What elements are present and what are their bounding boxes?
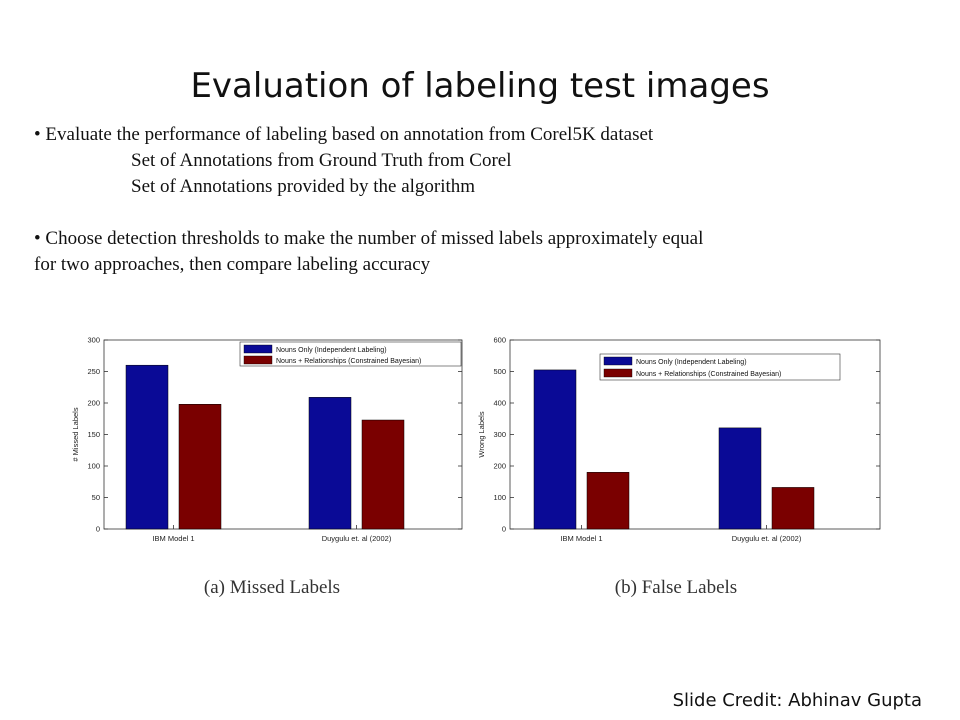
legend: Nouns Only (Independent Labeling) Nouns +… — [239, 341, 462, 367]
x-tick-label: Duygulu et. al (2002) — [732, 534, 802, 543]
spacer — [34, 200, 934, 226]
bullet-thresholds-line1: • Choose detection thresholds to make th… — [34, 228, 704, 249]
bar-nouns-relationships — [586, 472, 630, 530]
y-tick-label: 0 — [96, 525, 100, 534]
y-tick-label: 200 — [87, 399, 100, 408]
y-tick-label: 300 — [87, 336, 100, 345]
charts-svg: 0 50 100 150 200 250 300 # Missed Labels IBM Mod… — [71, 336, 881, 598]
sub-bullet-algorithm: Set of Annotations provided by the algor… — [131, 176, 476, 197]
chart-panel-2: 0 100 200 300 400 500 600 Wrong Labels IBM Model… — [477, 336, 881, 598]
bar-nouns-only — [718, 427, 762, 530]
charts-figure: 0 50 100 150 200 250 300 # Missed Labels IBM Mod… — [62, 318, 896, 606]
y-tick-label: 600 — [493, 336, 506, 345]
legend-box — [239, 341, 462, 367]
y-axis-label: # Missed Labels — [71, 407, 80, 461]
y-tick-label: 200 — [493, 462, 506, 471]
legend: Nouns Only (Independent Labeling) Nouns +… — [599, 353, 841, 381]
x-tick-label: IBM Model 1 — [560, 534, 602, 543]
y-axis-label: Wrong Labels — [477, 411, 486, 457]
legend-box — [599, 353, 841, 381]
slide-credit: Slide Credit: Abhinav Gupta — [672, 690, 922, 711]
legend-label: Nouns Only (Independent Labeling) — [276, 347, 387, 354]
y-tick-label: 0 — [502, 525, 506, 534]
x-tick-label: IBM Model 1 — [152, 534, 194, 543]
slide-title: Evaluation of labeling test images — [190, 66, 770, 106]
chart-caption: (b) False Labels — [615, 577, 737, 598]
legend-swatch — [603, 368, 633, 378]
y-tick-label: 50 — [92, 493, 100, 502]
bar-nouns-only — [125, 364, 169, 530]
legend-label: Nouns + Relationships (Constrained Bayes… — [636, 371, 781, 378]
bar-nouns-only — [533, 369, 577, 530]
legend-swatch — [243, 344, 273, 354]
y-tick-label: 150 — [87, 430, 100, 439]
legend-label: Nouns + Relationships (Constrained Bayes… — [276, 358, 421, 365]
y-tick-label: 250 — [87, 367, 100, 376]
bullet-thresholds-line2: for two approaches, then compare labelin… — [34, 254, 431, 275]
y-tick-label: 300 — [493, 430, 506, 439]
legend-label: Nouns Only (Independent Labeling) — [636, 359, 747, 366]
chart-panel-1: 0 50 100 150 200 250 300 # Missed Labels IBM Mod… — [71, 336, 463, 598]
legend-swatch — [603, 356, 633, 366]
bullet-evaluate: • Evaluate the performance of labeling b… — [34, 124, 654, 145]
y-tick-label: 100 — [493, 493, 506, 502]
y-tick-label: 100 — [87, 462, 100, 471]
bar-nouns-relationships — [178, 404, 222, 530]
bar-nouns-relationships — [771, 487, 815, 530]
x-tick-label: Duygulu et. al (2002) — [322, 534, 392, 543]
chart-caption: (a) Missed Labels — [204, 577, 340, 598]
y-tick-label: 400 — [493, 399, 506, 408]
bar-nouns-only — [308, 397, 352, 530]
bar-nouns-relationships — [361, 419, 405, 530]
y-tick-label: 500 — [493, 367, 506, 376]
legend-swatch — [243, 355, 273, 365]
bullet-list: • Evaluate the performance of labeling b… — [34, 122, 934, 278]
sub-bullet-ground-truth: Set of Annotations from Ground Truth fro… — [131, 150, 512, 171]
